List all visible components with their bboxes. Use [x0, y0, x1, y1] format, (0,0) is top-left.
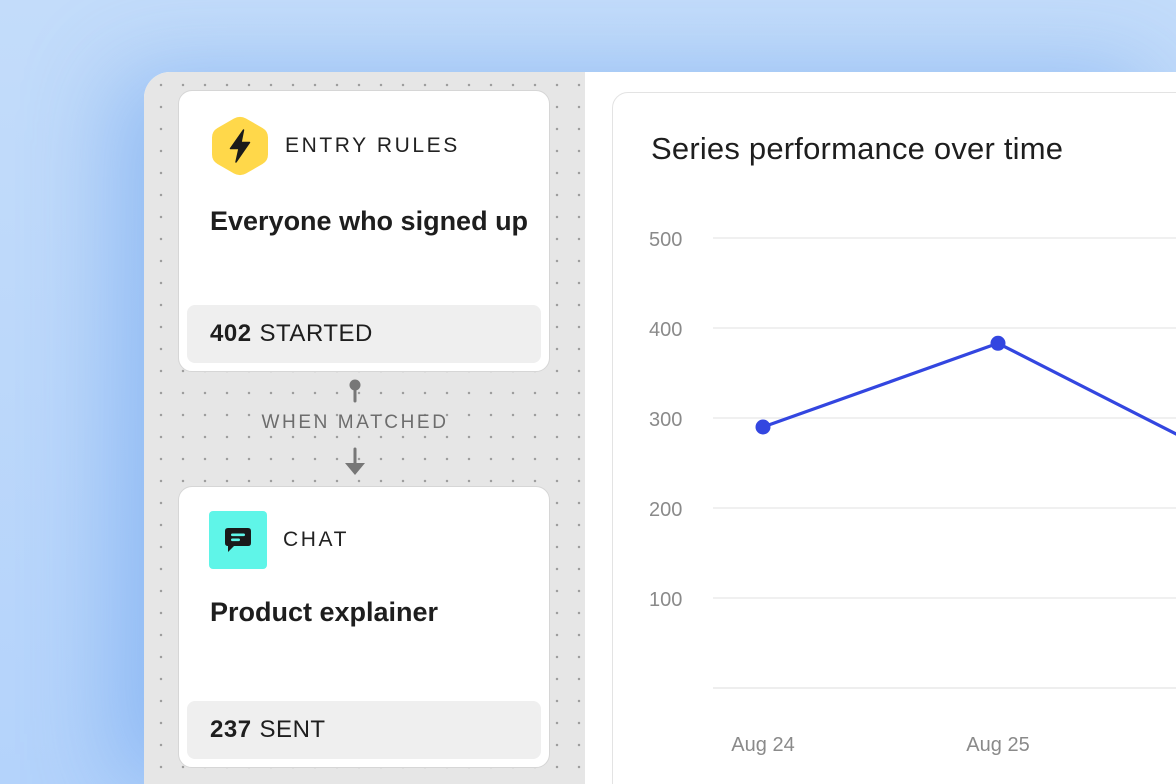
connector-label: WHEN MATCHED	[261, 412, 449, 433]
chart-title: Series performance over time	[651, 131, 1064, 166]
y-tick-label: 400	[649, 319, 682, 341]
workflow-canvas: ENTRY RULES Everyone who signed up 402 S…	[144, 72, 585, 784]
started-label: STARTED	[259, 320, 373, 347]
chart-panel: Series performance over time 100 200 300 40…	[612, 92, 1176, 784]
chat-card[interactable]: CHAT Product explainer 237 SENT	[178, 486, 550, 768]
chat-card-stat: 237 SENT	[187, 701, 541, 759]
data-point	[755, 419, 771, 435]
chat-card-title: Product explainer	[210, 597, 439, 627]
arrow-down-icon	[345, 447, 365, 475]
chart-series	[755, 335, 1176, 436]
chart-gridlines	[713, 237, 1176, 689]
entry-card-header: ENTRY RULES	[209, 115, 460, 177]
started-count: 402	[210, 320, 252, 347]
entry-card-stat: 402 STARTED	[187, 305, 541, 363]
sent-count: 237	[210, 716, 252, 743]
entry-card-label: ENTRY RULES	[285, 134, 460, 157]
chat-bubble-icon	[225, 528, 251, 552]
entry-card-title: Everyone who signed up	[210, 206, 529, 236]
data-point	[990, 335, 1006, 351]
connector-pin-icon	[349, 379, 361, 403]
x-tick-label: Aug 24	[731, 734, 794, 756]
y-tick-label: 300	[649, 409, 682, 431]
y-tick-label: 200	[649, 499, 682, 521]
lightning-bolt-icon	[212, 116, 268, 176]
y-tick-label: 100	[649, 589, 682, 611]
series-line	[761, 341, 1176, 436]
x-tick-label: Aug 25	[966, 734, 1029, 756]
sent-label: SENT	[259, 716, 326, 743]
chat-card-label: CHAT	[283, 528, 350, 551]
chat-card-header: CHAT	[209, 511, 349, 569]
chat-icon-tile	[209, 511, 267, 569]
app-window: ENTRY RULES Everyone who signed up 402 S…	[144, 72, 1176, 784]
entry-rules-card[interactable]: ENTRY RULES Everyone who signed up 402 S…	[178, 90, 550, 372]
y-axis-ticks: 100 200 300 400 500	[649, 229, 682, 611]
y-tick-label: 500	[649, 229, 682, 251]
